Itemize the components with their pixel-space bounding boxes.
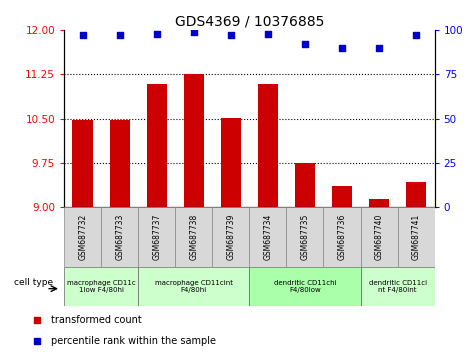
Bar	[147, 84, 167, 207]
Text: dendritic CD11chi
F4/80low: dendritic CD11chi F4/80low	[274, 280, 336, 293]
Point	[79, 33, 86, 38]
Text: macrophage CD11cint
F4/80hi: macrophage CD11cint F4/80hi	[155, 280, 233, 293]
Bar	[64, 267, 138, 306]
Bar	[249, 267, 361, 306]
Bar	[138, 207, 175, 267]
Point	[227, 33, 235, 38]
Text: transformed count: transformed count	[50, 315, 141, 325]
Bar	[184, 74, 204, 207]
Bar	[406, 182, 426, 207]
Bar	[212, 207, 249, 267]
Bar	[295, 163, 315, 207]
Text: GSM687741: GSM687741	[412, 214, 420, 260]
Bar	[361, 207, 398, 267]
Point	[33, 338, 41, 343]
Bar	[101, 207, 138, 267]
Bar	[110, 120, 130, 207]
Bar	[398, 207, 435, 267]
Bar	[369, 199, 389, 207]
Bar	[323, 207, 361, 267]
Bar	[332, 187, 352, 207]
Bar	[221, 118, 241, 207]
Bar	[138, 267, 249, 306]
Text: macrophage CD11c
1low F4/80hi: macrophage CD11c 1low F4/80hi	[67, 280, 135, 293]
Text: GSM687734: GSM687734	[264, 214, 272, 261]
Point	[338, 45, 346, 51]
Point	[153, 31, 161, 36]
Text: GSM687735: GSM687735	[301, 214, 309, 261]
Bar	[258, 84, 278, 207]
Point	[190, 29, 198, 35]
Text: percentile rank within the sample: percentile rank within the sample	[50, 336, 216, 346]
Point	[116, 33, 124, 38]
Text: GSM687739: GSM687739	[227, 214, 235, 261]
Point	[375, 45, 383, 51]
Text: GSM687740: GSM687740	[375, 214, 383, 261]
Point	[301, 41, 309, 47]
Bar	[249, 207, 286, 267]
Text: GSM687738: GSM687738	[190, 214, 198, 260]
Point	[33, 317, 41, 322]
Bar	[286, 207, 323, 267]
Text: GSM687732: GSM687732	[78, 214, 87, 260]
Point	[264, 31, 272, 36]
Bar	[64, 207, 101, 267]
Title: GDS4369 / 10376885: GDS4369 / 10376885	[175, 15, 324, 29]
Text: GSM687733: GSM687733	[115, 214, 124, 261]
Text: cell type: cell type	[14, 278, 53, 287]
Bar	[73, 120, 93, 207]
Point	[412, 33, 420, 38]
Text: GSM687736: GSM687736	[338, 214, 346, 261]
Text: dendritic CD11ci
nt F4/80int: dendritic CD11ci nt F4/80int	[369, 280, 427, 293]
Bar	[175, 207, 212, 267]
Bar	[361, 267, 435, 306]
Text: GSM687737: GSM687737	[152, 214, 161, 261]
